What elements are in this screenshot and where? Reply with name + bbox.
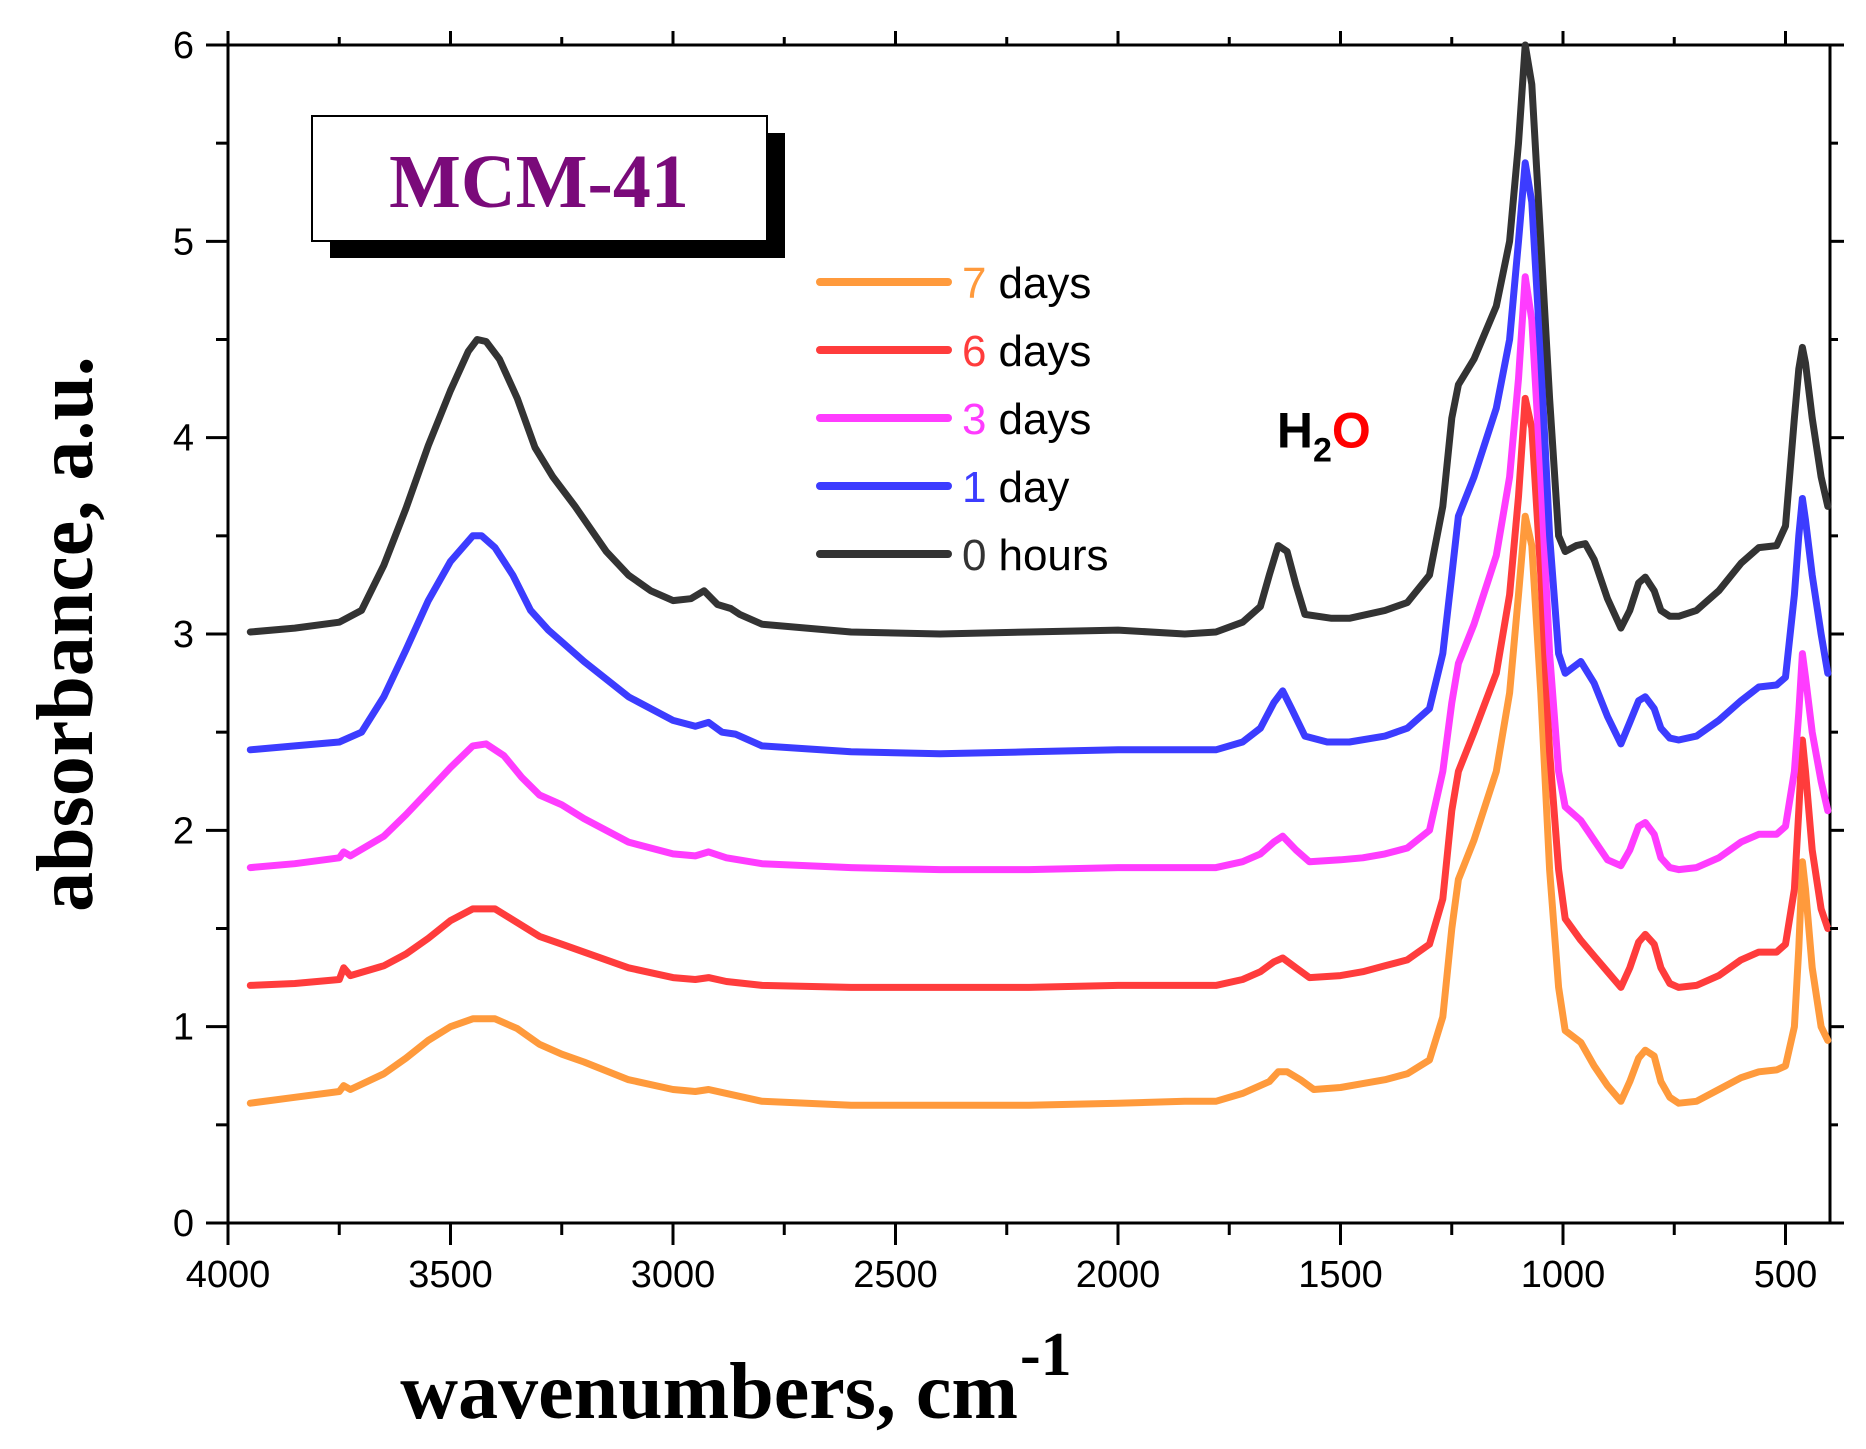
h2o-annotation: H2O [1277, 403, 1371, 470]
legend-entry-text: days [998, 259, 1091, 308]
x-tick-label: 4000 [186, 1254, 271, 1296]
series-line-3-days [246, 273, 1832, 874]
y-tick-label: 4 [173, 418, 194, 460]
series-layer [246, 41, 1832, 1109]
legend-entry-number: 6 [962, 327, 986, 376]
series-line-6-days [246, 394, 1832, 991]
x-tick-label: 1000 [1521, 1254, 1606, 1296]
x-tick-label: 3500 [408, 1254, 493, 1296]
legend-entry: 1 day [962, 463, 1069, 512]
y-tick-label: 2 [173, 810, 194, 852]
x-axis-title: wavenumbers, cm [400, 1348, 1018, 1436]
series-line-1-day [246, 159, 1832, 758]
legend-entry: 6 days [962, 327, 1091, 376]
series-line-0-hours [246, 41, 1832, 638]
y-tick-label: 0 [173, 1203, 194, 1245]
sample-label: MCM-41 [389, 140, 689, 224]
x-tick-label: 500 [1754, 1254, 1817, 1296]
y-tick-label: 6 [173, 25, 194, 67]
legend-entry-number: 3 [962, 395, 986, 444]
legend-entry-number: 7 [962, 259, 986, 308]
legend-entry: 7 days [962, 259, 1091, 308]
x-tick-label: 1500 [1298, 1254, 1383, 1296]
x-tick-label: 2500 [853, 1254, 938, 1296]
legend-entry: 0 hours [962, 531, 1109, 580]
y-tick-label: 3 [173, 614, 194, 656]
sample-label-box: MCM-41 [311, 115, 785, 258]
legend-entry-text: day [998, 463, 1069, 512]
y-tick-label: 5 [173, 221, 194, 263]
legend-entry-text: hours [998, 531, 1108, 580]
axes-layer: 4000 3500 3000 2500 2000 1500 1000 500 0 1 2 3 4 5 6 [173, 25, 1844, 1296]
series-line-7-days [246, 512, 1832, 1109]
y-tick-label: 1 [173, 1007, 194, 1049]
x-tick-label: 3000 [631, 1254, 716, 1296]
h2o-annotation-h: H [1277, 403, 1313, 459]
h2o-annotation-subscript: 2 [1313, 432, 1332, 470]
legend-entry-text: days [998, 327, 1091, 376]
h2o-annotation-o: O [1332, 403, 1371, 459]
legend-entry-number: 0 [962, 531, 986, 580]
y-axis-title: absorbance, a.u. [22, 356, 110, 912]
x-tick-label: 2000 [1076, 1254, 1161, 1296]
legend-entry-number: 1 [962, 463, 986, 512]
sample-label-frame [311, 115, 768, 242]
legend-entry: 3 days [962, 395, 1091, 444]
legend-entry-text: days [998, 395, 1091, 444]
x-axis-title-superscript: -1 [1020, 1321, 1072, 1389]
